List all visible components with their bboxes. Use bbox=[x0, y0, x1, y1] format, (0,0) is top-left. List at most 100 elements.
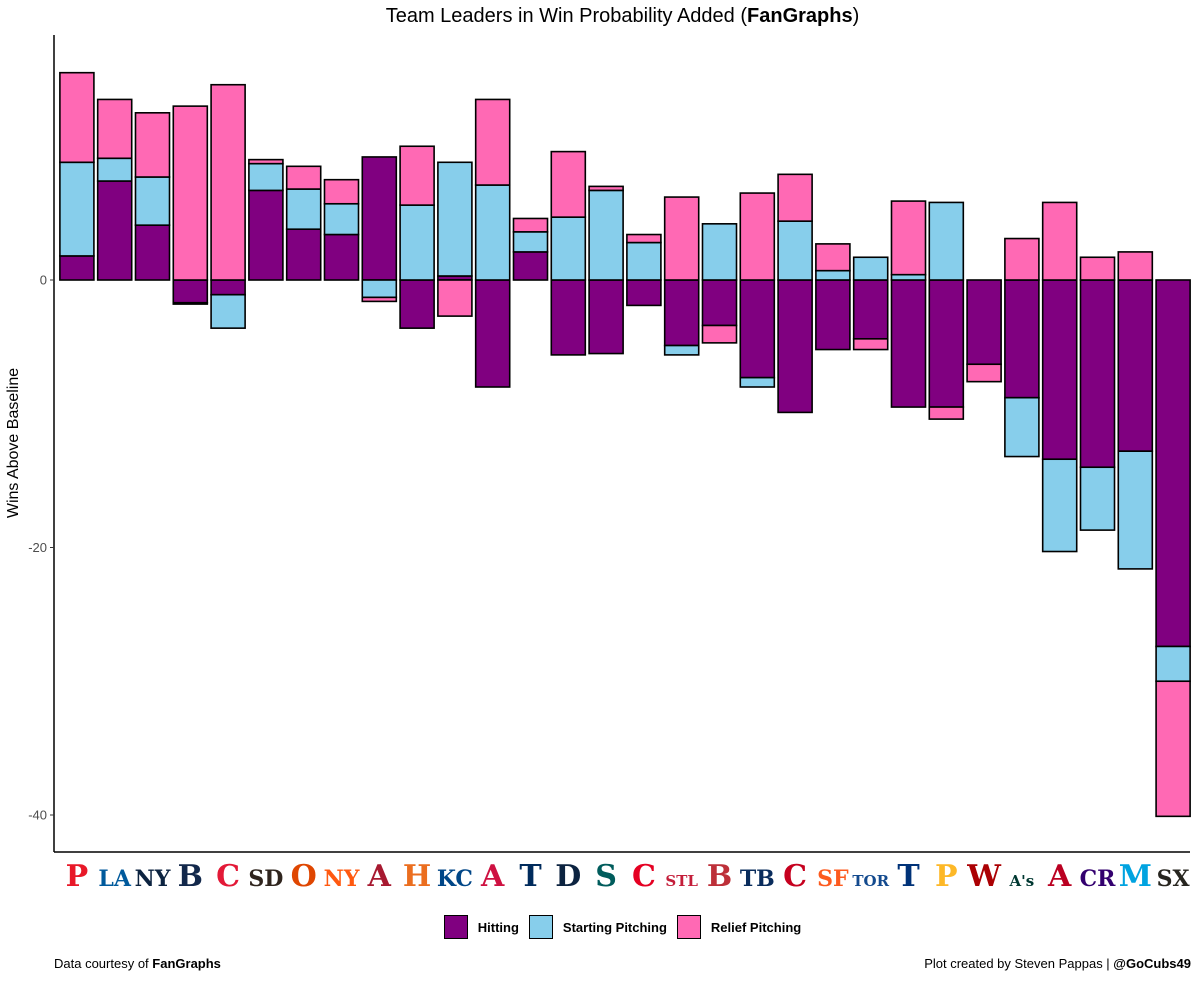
bar-segment-30-starting bbox=[1155, 645, 1191, 683]
team-logo-icon-26: A's bbox=[1009, 872, 1035, 890]
data-credit-prefix: Data courtesy of bbox=[54, 956, 153, 971]
bar-segment-18-relief bbox=[701, 324, 738, 344]
bar-segment-23-hitting bbox=[890, 279, 927, 408]
bar-segment-5-starting bbox=[210, 293, 246, 329]
bar-segment-5-relief bbox=[210, 83, 246, 281]
bar-segment-16-hitting bbox=[626, 279, 662, 307]
legend-label-relief-pitching: Relief Pitching bbox=[710, 919, 802, 935]
bar-segment-24-relief bbox=[928, 406, 965, 420]
bar-segment-2-starting bbox=[96, 157, 133, 182]
bar-segment-6-starting bbox=[248, 162, 284, 192]
bar-segment-18-hitting bbox=[701, 279, 738, 327]
data-credit: Data courtesy of FanGraphs bbox=[54, 956, 221, 971]
bar-segment-3-relief bbox=[134, 112, 171, 178]
legend-swatch-hitting bbox=[443, 915, 468, 939]
bar-segment-7-hitting bbox=[285, 228, 322, 281]
bar-segment-8-hitting bbox=[323, 233, 360, 281]
bar-segment-9-starting bbox=[361, 279, 398, 299]
legend-item-hitting: Hitting bbox=[443, 915, 519, 939]
team-logo-icon-25: W bbox=[966, 859, 1002, 894]
bar-segment-8-relief bbox=[323, 178, 360, 205]
team-logo-icon-1: P bbox=[66, 859, 89, 894]
plot-credit-handle: @GoCubs49 bbox=[1113, 956, 1191, 971]
bar-segment-24-starting bbox=[928, 201, 965, 281]
bar-segment-20-hitting bbox=[777, 279, 813, 414]
team-logo-icon-27: A bbox=[1047, 859, 1072, 894]
bar-segment-3-starting bbox=[134, 176, 171, 226]
legend-label-starting-pitching: Starting Pitching bbox=[562, 919, 667, 935]
team-logo-icon-9: A bbox=[367, 859, 392, 894]
team-logo-icon-28: CR bbox=[1080, 866, 1117, 892]
bar-segment-30-hitting bbox=[1155, 279, 1191, 648]
team-logo-icon-23: T bbox=[897, 859, 920, 894]
legend-label-hitting: Hitting bbox=[477, 919, 519, 935]
bar-segment-17-starting bbox=[663, 344, 700, 356]
bar-segment-23-relief bbox=[890, 200, 927, 276]
team-logo-icon-6: SD bbox=[248, 866, 283, 892]
bar-segment-26-relief bbox=[1004, 237, 1040, 281]
bar-segment-11-starting bbox=[437, 161, 473, 277]
bar-segment-17-relief bbox=[663, 196, 700, 281]
team-logo-icon-8: NY bbox=[324, 866, 360, 892]
team-logo-icon-2: LA bbox=[98, 866, 131, 892]
bar-segment-1-starting bbox=[59, 161, 95, 257]
bar-segment-9-relief bbox=[361, 296, 398, 303]
bar-segment-19-relief bbox=[739, 192, 776, 281]
plot-credit: Plot created by Steven Pappas | @GoCubs4… bbox=[924, 956, 1191, 971]
team-logo-icon-11: KC bbox=[437, 866, 473, 892]
team-logo-icon-17: STL bbox=[665, 872, 698, 890]
team-logo-icon-10: H bbox=[403, 859, 431, 894]
legend-item-relief-pitching: Relief Pitching bbox=[676, 915, 802, 939]
bar-segment-25-relief bbox=[966, 363, 1002, 383]
team-logo-icon-15: S bbox=[595, 859, 617, 894]
bar-segment-1-hitting bbox=[59, 255, 95, 281]
chart-title: Team Leaders in Win Probability Added (F… bbox=[0, 5, 1200, 28]
bar-segment-19-starting bbox=[739, 376, 776, 388]
team-logo-icon-13: T bbox=[519, 859, 542, 894]
bar-segment-4-relief bbox=[172, 105, 209, 281]
y-tick-label--40: -40 bbox=[28, 808, 47, 823]
bar-segment-26-starting bbox=[1004, 396, 1040, 458]
legend-swatch-relief-pitching bbox=[676, 915, 701, 939]
bar-segment-9-hitting bbox=[361, 156, 398, 281]
bar-segment-20-starting bbox=[777, 220, 813, 281]
bar-segment-29-hitting bbox=[1117, 279, 1154, 452]
bar-segment-20-relief bbox=[777, 173, 813, 222]
bar-segment-24-hitting bbox=[928, 279, 965, 408]
bar-segment-30-relief bbox=[1155, 680, 1191, 818]
bar-segment-29-relief bbox=[1117, 251, 1154, 281]
bar-segment-12-relief bbox=[474, 98, 511, 186]
bar-segment-18-starting bbox=[701, 223, 738, 281]
bar-segment-10-hitting bbox=[399, 279, 435, 329]
bar-segment-28-relief bbox=[1079, 256, 1116, 281]
bar-segment-2-hitting bbox=[96, 180, 133, 281]
bar-segment-23-starting bbox=[890, 273, 927, 281]
bar-segment-27-hitting bbox=[1041, 279, 1078, 461]
bar-segment-15-hitting bbox=[588, 279, 624, 355]
bar-segment-11-relief bbox=[437, 279, 473, 317]
team-logo-icon-4: B bbox=[178, 859, 203, 894]
bar-segment-3-hitting bbox=[134, 224, 171, 281]
bar-segment-12-starting bbox=[474, 184, 511, 281]
bar-segment-13-relief bbox=[512, 217, 549, 233]
bar-segment-27-relief bbox=[1041, 201, 1078, 281]
bar-segment-4-hitting bbox=[172, 279, 209, 304]
chart-title-suffix: ) bbox=[852, 5, 860, 27]
bar-segment-21-hitting bbox=[815, 279, 851, 351]
bar-segment-15-starting bbox=[588, 189, 624, 281]
bar-segment-27-starting bbox=[1041, 458, 1078, 553]
bar-segment-7-relief bbox=[285, 165, 322, 190]
chart-title-bold: FanGraphs bbox=[747, 5, 853, 27]
bar-segment-28-hitting bbox=[1079, 279, 1116, 469]
bar-segment-22-starting bbox=[852, 256, 889, 281]
bar-segment-26-hitting bbox=[1004, 279, 1040, 399]
bar-segment-22-relief bbox=[852, 338, 889, 351]
bar-segment-5-hitting bbox=[210, 279, 246, 296]
chart-title-prefix: Team Leaders in Win Probability Added ( bbox=[385, 5, 748, 27]
legend-item-starting-pitching: Starting Pitching bbox=[528, 915, 667, 939]
bar-segment-7-starting bbox=[285, 188, 322, 230]
bar-segment-19-hitting bbox=[739, 279, 776, 379]
team-logo-icon-19: TB bbox=[740, 866, 775, 892]
bar-segment-29-starting bbox=[1117, 450, 1154, 570]
bar-segment-6-relief bbox=[248, 158, 284, 165]
